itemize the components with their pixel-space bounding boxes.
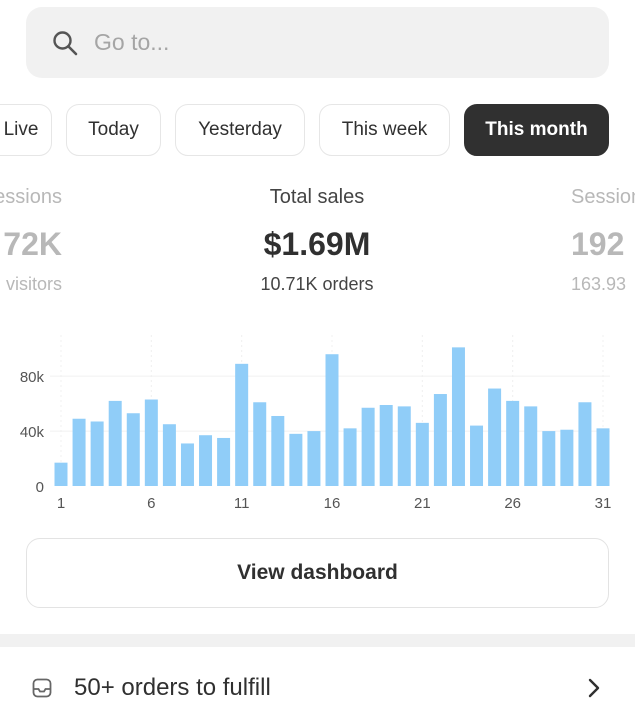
stat-sub: visitors	[5, 274, 62, 294]
bar	[596, 428, 610, 486]
stat-value: 192	[571, 226, 625, 262]
bar	[307, 431, 321, 486]
y-tick-label: 80k	[20, 369, 45, 386]
stat-value: 72K	[3, 226, 62, 262]
view-dashboard-button[interactable]: View dashboard	[26, 538, 609, 608]
bar	[271, 415, 285, 486]
date-filter-tabs: Live Today Yesterday This week This mont…	[0, 104, 635, 156]
x-tick-label: 16	[324, 495, 341, 512]
tab-this-month[interactable]: This month	[464, 104, 609, 156]
tab-today[interactable]: Today	[66, 104, 161, 156]
bar	[560, 429, 574, 486]
stat-total-sales[interactable]: Total sales $1.69M 10.71K orders	[187, 186, 447, 295]
bar	[470, 425, 484, 486]
bar	[144, 399, 158, 486]
tab-yesterday[interactable]: Yesterday	[175, 104, 305, 156]
bar	[361, 407, 375, 486]
x-tick-label: 1	[57, 495, 65, 512]
y-tick-label: 40k	[20, 424, 45, 441]
bar	[235, 363, 249, 486]
bar	[524, 406, 538, 486]
stat-sessions-2[interactable]: Sessions 192 163.93	[571, 186, 635, 295]
bar	[488, 388, 502, 486]
tab-this-week[interactable]: This week	[319, 104, 450, 156]
bar	[54, 462, 68, 486]
tab-label: Yesterday	[198, 119, 282, 140]
bar	[578, 402, 592, 486]
stat-label: Sessions	[0, 186, 62, 208]
bar	[90, 421, 104, 486]
search-icon	[53, 30, 78, 55]
x-tick-label: 31	[595, 495, 612, 512]
bar	[451, 347, 465, 486]
bar	[217, 437, 231, 486]
orders-to-fulfill-label: 50+ orders to fulfill	[74, 673, 271, 701]
bar	[126, 413, 140, 486]
chevron-right-icon	[588, 678, 600, 697]
bar	[379, 405, 393, 486]
bar	[433, 394, 447, 486]
stat-sub: 163.93	[571, 274, 627, 294]
x-tick-label: 21	[414, 495, 431, 512]
stat-label: Total sales	[269, 186, 365, 208]
bar	[180, 443, 194, 486]
bar	[397, 406, 411, 486]
bar	[289, 433, 303, 486]
bar	[343, 428, 357, 486]
tab-label: This week	[341, 119, 428, 140]
x-tick-label: 26	[504, 495, 521, 512]
inbox-icon	[32, 678, 52, 697]
section-divider	[0, 634, 635, 647]
stat-value: $1.69M	[263, 226, 371, 262]
bar	[542, 431, 556, 486]
bar	[108, 400, 122, 486]
bar	[253, 402, 267, 486]
tab-label: Live	[3, 119, 39, 140]
bar	[325, 354, 339, 486]
x-tick-label: 6	[147, 495, 155, 512]
stat-sessions[interactable]: Sessions 72K visitors	[0, 186, 98, 295]
bar	[72, 418, 86, 486]
tab-live[interactable]: Live	[0, 104, 52, 156]
x-tick-label: 11	[234, 495, 250, 512]
bar	[162, 424, 176, 486]
stat-sub: 10.71K orders	[260, 274, 374, 294]
bar	[506, 400, 520, 486]
search-input[interactable]	[94, 29, 494, 56]
y-tick-label: 0	[36, 479, 44, 496]
stat-label: Sessions	[571, 186, 635, 208]
tab-label: This month	[485, 119, 588, 140]
search-bar[interactable]	[26, 7, 609, 78]
bar	[415, 422, 429, 486]
orders-to-fulfill-item[interactable]: 50+ orders to fulfill	[0, 660, 635, 715]
tab-label: Today	[88, 119, 139, 140]
bar	[199, 435, 213, 486]
